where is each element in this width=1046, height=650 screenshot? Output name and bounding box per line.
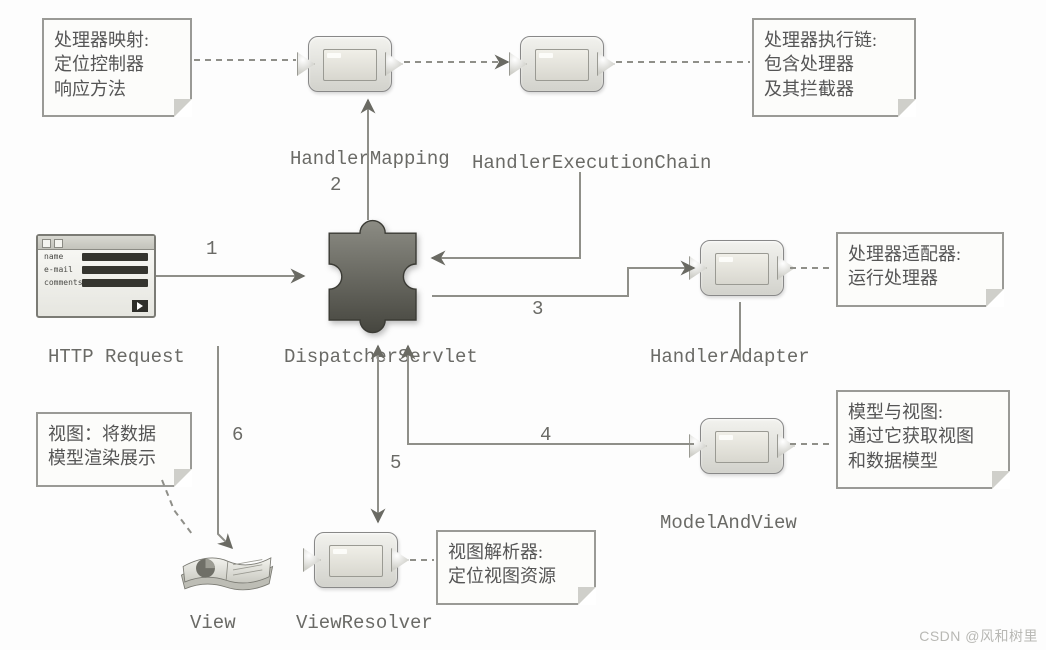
- port-icon: [689, 434, 707, 458]
- dispatcher-servlet-icon: [304, 208, 444, 348]
- form-row: e-mail: [38, 263, 154, 276]
- note-line: 模型与视图:: [848, 400, 998, 424]
- step-number-5: 5: [390, 452, 401, 474]
- note-line: 和数据模型: [848, 449, 998, 473]
- form-field: [82, 266, 148, 274]
- note-line: 运行处理器: [848, 266, 992, 290]
- label-handler-mapping: HandlerMapping: [290, 148, 450, 170]
- label-handler-adapter: HandlerAdapter: [650, 346, 810, 368]
- note-exec-chain: 处理器执行链: 包含处理器 及其拦截器: [752, 18, 916, 117]
- form-field: [82, 253, 148, 261]
- note-model-view: 模型与视图: 通过它获取视图 和数据模型: [836, 390, 1010, 489]
- label-model-and-view: ModelAndView: [660, 512, 797, 534]
- port-icon: [385, 52, 403, 76]
- component-model-and-view: [700, 418, 784, 474]
- play-icon: [132, 300, 148, 312]
- port-icon: [297, 52, 315, 76]
- note-handler-mapping: 处理器映射: 定位控制器 响应方法: [42, 18, 192, 117]
- component-view-resolver: [314, 532, 398, 588]
- form-row: name: [38, 250, 154, 263]
- step-number-2: 2: [330, 174, 341, 196]
- http-request-icon: name e-mail comments: [36, 234, 156, 318]
- note-view: 视图：将数据 模型渲染展示: [36, 412, 192, 487]
- edge-exec-down: [432, 172, 580, 258]
- note-adapter: 处理器适配器: 运行处理器: [836, 232, 1004, 307]
- form-titlebar: [38, 236, 154, 250]
- note-line: 定位视图资源: [448, 564, 584, 588]
- note-line: 模型渲染展示: [48, 446, 180, 470]
- watermark: CSDN @风和树里: [919, 626, 1038, 646]
- note-line: 包含处理器: [764, 52, 904, 76]
- note-line: 响应方法: [54, 77, 180, 101]
- component-handler-mapping-b: [520, 36, 604, 92]
- port-icon: [597, 52, 615, 76]
- form-label: e-mail: [44, 265, 82, 274]
- form-field: [82, 279, 148, 287]
- note-line: 定位控制器: [54, 52, 180, 76]
- component-handler-adapter: [700, 240, 784, 296]
- step-number-1: 1: [206, 238, 217, 260]
- note-line: 处理器适配器:: [848, 242, 992, 266]
- label-http-request: HTTP Request: [48, 346, 185, 368]
- form-label: comments: [44, 278, 82, 287]
- view-icon: [168, 520, 286, 594]
- port-icon: [777, 434, 795, 458]
- diagram-canvas: 处理器映射: 定位控制器 响应方法 处理器执行链: 包含处理器 及其拦截器 处理…: [0, 0, 1046, 650]
- label-view: View: [190, 612, 236, 634]
- component-handler-mapping-a: [308, 36, 392, 92]
- port-icon: [689, 256, 707, 280]
- port-icon: [777, 256, 795, 280]
- form-row: comments: [38, 276, 154, 289]
- note-line: 视图：将数据: [48, 422, 180, 446]
- note-line: 处理器执行链:: [764, 28, 904, 52]
- port-icon: [303, 548, 321, 572]
- note-line: 处理器映射:: [54, 28, 180, 52]
- note-line: 通过它获取视图: [848, 424, 998, 448]
- step-number-6: 6: [232, 424, 243, 446]
- form-label: name: [44, 252, 82, 261]
- edge-e6: [218, 346, 232, 548]
- port-icon: [509, 52, 527, 76]
- port-icon: [391, 548, 409, 572]
- edge-e3: [432, 268, 694, 296]
- label-handler-exec-chain: HandlerExecutionChain: [472, 152, 711, 174]
- step-number-4: 4: [540, 424, 551, 446]
- step-number-3: 3: [532, 298, 543, 320]
- note-view-resolver: 视图解析器: 定位视图资源: [436, 530, 596, 605]
- label-dispatcher: DispatcherServlet: [284, 346, 478, 368]
- note-line: 视图解析器:: [448, 540, 584, 564]
- note-line: 及其拦截器: [764, 77, 904, 101]
- label-view-resolver: ViewResolver: [296, 612, 433, 634]
